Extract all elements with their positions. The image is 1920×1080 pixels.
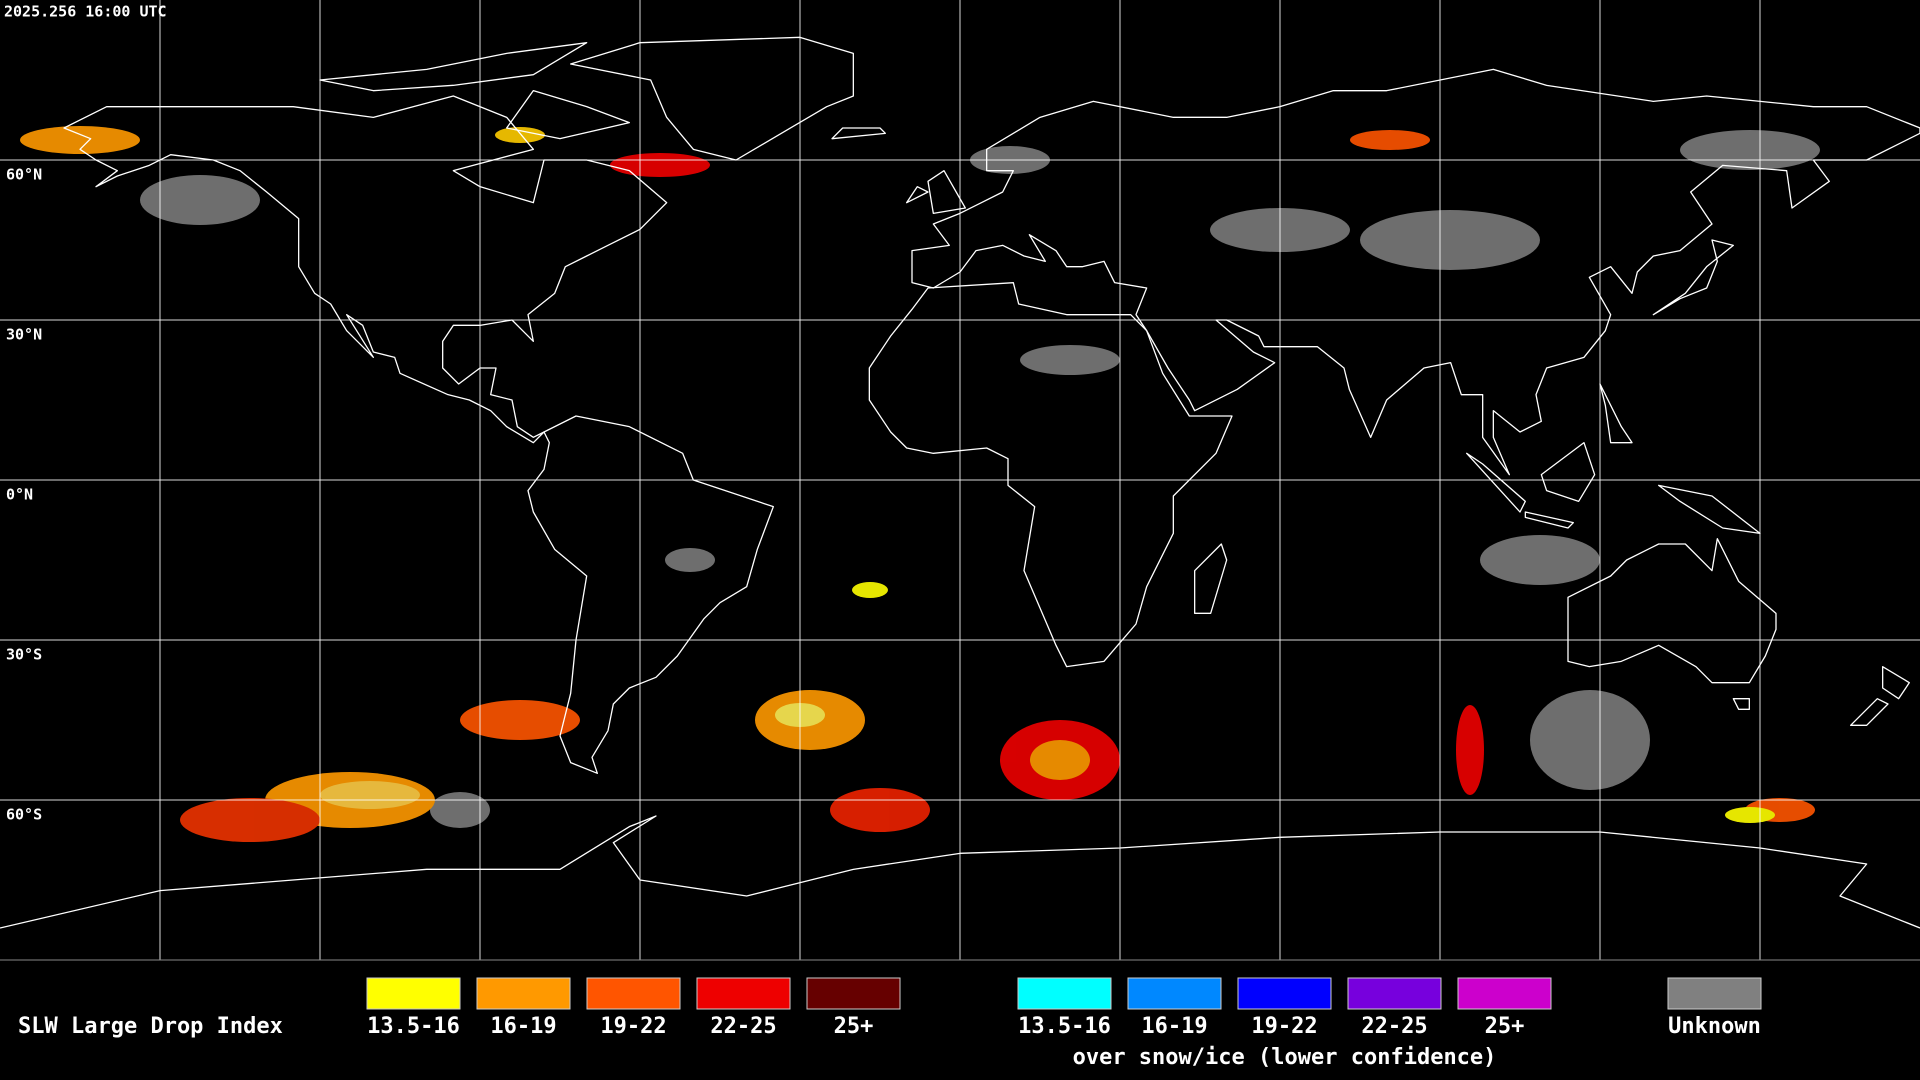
north-america — [64, 96, 667, 443]
graticule: 60°N 30°N 0°N 30°S 60°S — [0, 0, 1920, 960]
latitude-label: 30°S — [6, 646, 42, 664]
latitude-label: 60°S — [6, 806, 42, 824]
legend-label: 25+ — [1485, 1014, 1525, 1039]
legend-swatch — [1237, 977, 1332, 1010]
legend: 13.5-16 16-19 19-22 22-25 25+ 13.5-16 16-19 19-… — [366, 977, 1762, 1070]
legend-title: SLW Large Drop Index — [18, 1014, 283, 1039]
africa — [869, 283, 1232, 667]
legend-label: 13.5-16 — [1018, 1014, 1111, 1039]
legend-label: 22-25 — [710, 1014, 776, 1039]
australia — [1568, 539, 1776, 710]
legend-label: Unknown — [1668, 1014, 1761, 1039]
legend-label: 19-22 — [600, 1014, 666, 1039]
legend-swatch — [1017, 977, 1112, 1010]
islands — [832, 128, 1760, 533]
data-field — [20, 126, 1820, 842]
arctic-islands — [320, 43, 629, 139]
south-america — [528, 416, 773, 773]
large-drop-patches — [20, 126, 1815, 842]
legend-label: 19-22 — [1251, 1014, 1317, 1039]
latitude-label: 30°N — [6, 326, 42, 344]
latitude-label: 60°N — [6, 166, 42, 184]
legend-swatch — [1127, 977, 1222, 1010]
timestamp: 2025.256 16:00 UTC — [4, 3, 167, 21]
legend-caption: over snow/ice (lower confidence) — [1073, 1045, 1497, 1070]
legend-label: 13.5-16 — [367, 1014, 460, 1039]
legend-swatch — [476, 977, 571, 1010]
legend-swatch — [806, 977, 901, 1010]
legend-swatch — [1667, 977, 1762, 1010]
legend-swatch — [1347, 977, 1442, 1010]
greenland — [571, 37, 854, 160]
legend-label: 22-25 — [1361, 1014, 1427, 1039]
legend-swatch — [586, 977, 681, 1010]
latitude-label: 0°N — [6, 486, 33, 504]
madagascar — [1195, 544, 1227, 613]
legend-label: 16-19 — [490, 1014, 556, 1039]
legend-label: 25+ — [834, 1014, 874, 1039]
legend-swatch — [696, 977, 791, 1010]
legend-swatch — [1457, 977, 1552, 1010]
legend-swatch — [366, 977, 461, 1010]
new-zealand — [1851, 667, 1910, 726]
legend-label: 16-19 — [1141, 1014, 1207, 1039]
unknown-patches — [140, 130, 1820, 828]
